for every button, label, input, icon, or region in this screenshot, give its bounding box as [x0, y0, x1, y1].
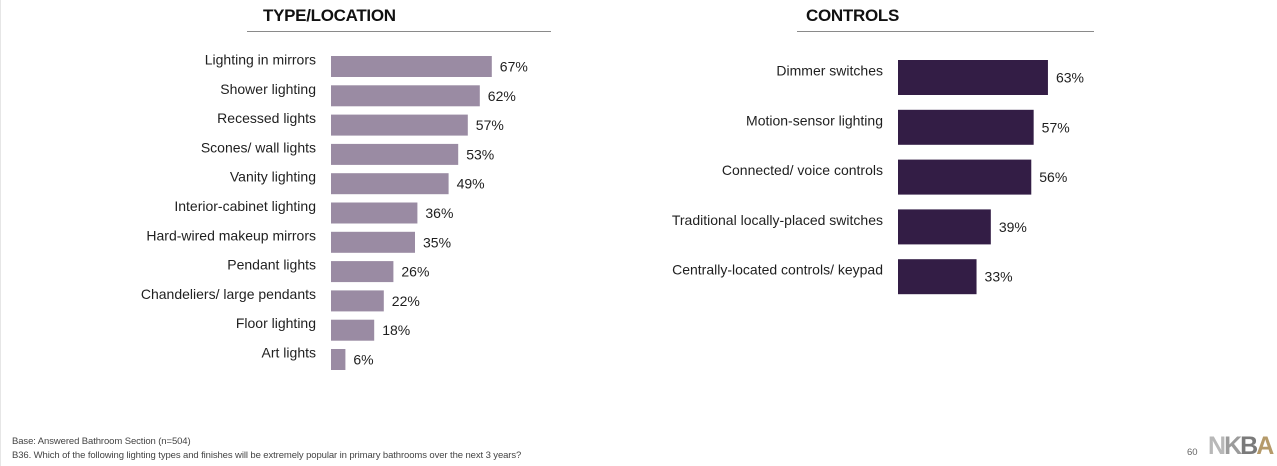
nkba-logo: NKBA: [1208, 432, 1274, 460]
value-label: 53%: [466, 146, 494, 162]
value-label: 33%: [985, 269, 1013, 285]
question-note: B36. Which of the following lighting typ…: [12, 450, 522, 461]
category-label: Scones/ wall lights: [201, 139, 316, 155]
category-label: Chandeliers/ large pendants: [141, 286, 316, 302]
value-label: 63%: [1056, 70, 1084, 86]
bar: [331, 290, 384, 312]
bar: [898, 159, 1032, 195]
controls-title: CONTROLS: [806, 6, 899, 25]
bar: [331, 85, 480, 107]
bar: [331, 114, 468, 136]
category-label: Pendant lights: [227, 257, 316, 273]
category-label: Traditional locally-placed switches: [672, 212, 883, 228]
value-label: 57%: [476, 117, 504, 133]
category-label: Centrally-located controls/ keypad: [672, 262, 883, 278]
value-label: 6%: [353, 352, 373, 368]
category-label: Hard-wired makeup mirrors: [146, 227, 316, 243]
category-label: Recessed lights: [217, 110, 316, 126]
bar: [331, 261, 394, 283]
value-label: 57%: [1042, 119, 1070, 135]
value-label: 67%: [500, 59, 528, 75]
bar: [331, 319, 375, 341]
bar: [331, 349, 346, 370]
value-label: 18%: [382, 322, 410, 338]
type-location-title-rule: [247, 31, 551, 32]
value-label: 39%: [999, 219, 1027, 235]
type-location-title: TYPE/LOCATION: [263, 6, 396, 25]
bar: [331, 202, 418, 224]
value-label: 56%: [1039, 169, 1067, 185]
bar: [331, 231, 415, 253]
category-label: Dimmer switches: [776, 63, 883, 79]
bar: [898, 209, 991, 245]
bar: [898, 259, 977, 295]
bar: [898, 109, 1034, 145]
bar: [331, 143, 459, 165]
category-label: Floor lighting: [236, 315, 316, 331]
controls-title-rule: [797, 31, 1094, 32]
value-label: 26%: [401, 264, 429, 280]
value-label: 36%: [425, 205, 453, 221]
category-label: Vanity lighting: [230, 169, 316, 185]
bar: [331, 173, 449, 195]
category-label: Shower lighting: [220, 81, 316, 97]
value-label: 62%: [488, 88, 516, 104]
page-border: [0, 0, 1, 466]
bar: [331, 56, 492, 77]
bar: [898, 60, 1048, 95]
page-number: 60: [1187, 447, 1198, 458]
value-label: 49%: [457, 176, 485, 192]
category-label: Art lights: [262, 345, 316, 361]
value-label: 22%: [392, 293, 420, 309]
base-note: Base: Answered Bathroom Section (n=504): [12, 436, 191, 447]
value-label: 35%: [423, 234, 451, 250]
category-label: Lighting in mirrors: [205, 52, 316, 68]
category-label: Connected/ voice controls: [722, 162, 883, 178]
category-label: Interior-cabinet lighting: [174, 198, 316, 214]
category-label: Motion-sensor lighting: [746, 112, 883, 128]
